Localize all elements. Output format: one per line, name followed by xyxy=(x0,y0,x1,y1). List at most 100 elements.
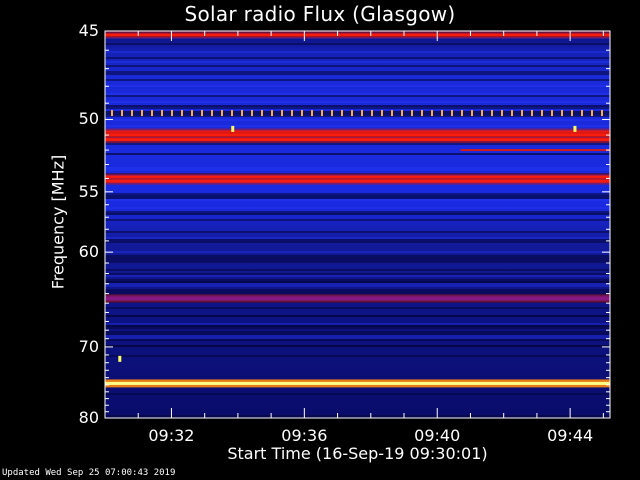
noise-stripe xyxy=(105,237,610,239)
x-tick-label: 09:44 xyxy=(547,426,594,445)
noise-stripe xyxy=(105,239,610,241)
band-dot xyxy=(571,110,573,117)
band-dot xyxy=(591,110,593,117)
noise-stripe xyxy=(105,281,610,283)
chart-title: Solar radio Flux (Glasgow) xyxy=(184,2,456,26)
noise-stripe xyxy=(105,335,610,337)
noise-stripe xyxy=(105,95,610,97)
x-tick-label: 09:40 xyxy=(414,426,461,445)
burst-speck xyxy=(118,355,122,362)
noise-stripe xyxy=(105,325,610,327)
noise-stripe xyxy=(105,289,610,291)
band-dot xyxy=(271,110,273,117)
noise-stripe xyxy=(105,211,610,213)
noise-stripe xyxy=(105,273,610,275)
noise-stripe xyxy=(105,153,610,155)
noise-stripe xyxy=(105,167,610,169)
band-dot xyxy=(371,110,373,117)
noise-stripe xyxy=(105,101,610,103)
noise-stripe xyxy=(105,269,610,271)
band-dot xyxy=(321,110,323,117)
noise-stripe xyxy=(105,293,610,295)
band-74.8 xyxy=(105,381,610,385)
y-tick-label: 70 xyxy=(78,336,99,356)
band-dot xyxy=(311,110,313,117)
band-layer xyxy=(105,31,610,388)
band-dot xyxy=(461,110,463,117)
noise-stripe xyxy=(105,193,610,195)
band-dot xyxy=(441,110,443,117)
band-dot xyxy=(251,110,253,117)
noise-stripe xyxy=(105,213,610,215)
burst-speck xyxy=(231,125,235,132)
band-dot xyxy=(501,110,503,117)
noise-stripe xyxy=(105,307,610,309)
noise-stripe xyxy=(105,195,610,197)
band-dot xyxy=(181,110,183,117)
noise-stripe xyxy=(105,315,610,317)
band-dot xyxy=(111,110,113,117)
band-51.3 xyxy=(105,138,610,142)
band-dot xyxy=(281,110,283,117)
noise-stripe xyxy=(105,113,610,115)
noise-stripe xyxy=(105,393,610,395)
noise-stripe xyxy=(105,415,610,417)
noise-stripe xyxy=(105,337,610,339)
noise-stripe xyxy=(105,331,610,333)
band-54.2 xyxy=(105,179,610,183)
y-tick-label: 50 xyxy=(78,109,99,129)
band-dot xyxy=(551,110,553,117)
band-dot xyxy=(141,110,143,117)
band-dot xyxy=(201,110,203,117)
noise-stripe xyxy=(105,143,610,145)
tick-layer xyxy=(104,30,610,419)
band-dot xyxy=(211,110,213,117)
noise-stripe xyxy=(105,285,610,287)
noise-stripe xyxy=(105,207,610,209)
band-51 xyxy=(105,133,610,137)
noise-stripe xyxy=(105,125,610,127)
band-dot xyxy=(331,110,333,117)
noise-stripe xyxy=(105,259,610,261)
noise-stripe xyxy=(105,51,610,53)
band-dot xyxy=(471,110,473,117)
heatmap-background xyxy=(105,31,610,418)
y-tick-label: 45 xyxy=(78,21,99,40)
noise-stripe xyxy=(105,169,610,171)
band-45.2 xyxy=(105,33,610,37)
noise-stripe xyxy=(105,241,610,243)
noise-stripe xyxy=(105,251,610,253)
noise-stripe xyxy=(105,333,610,335)
band-dot xyxy=(291,110,293,117)
band-53.9 xyxy=(105,175,610,179)
band-dot xyxy=(151,110,153,117)
y-tick-label: 60 xyxy=(78,242,99,262)
noise-stripe xyxy=(105,219,610,221)
band-dot xyxy=(341,110,343,117)
band-dot xyxy=(581,110,583,117)
updated-timestamp: Updated Wed Sep 25 07:00:43 2019 xyxy=(2,468,176,478)
y-tick-label: 55 xyxy=(78,181,99,201)
noise-stripe xyxy=(105,345,610,347)
band-dot xyxy=(261,110,263,117)
band-dot xyxy=(401,110,403,117)
band-64.5 xyxy=(105,296,610,301)
noise-stripe xyxy=(105,339,610,341)
noise-stripe xyxy=(105,73,610,75)
heatmap-layer xyxy=(105,31,610,419)
band-dot xyxy=(391,110,393,117)
y-tick-label: 80 xyxy=(78,408,99,427)
band-dot xyxy=(241,110,243,117)
noise-stripe xyxy=(105,107,610,109)
band-dot xyxy=(521,110,523,117)
noise-stripe xyxy=(105,61,610,63)
noise-stripe xyxy=(105,283,610,285)
band-dot xyxy=(361,110,363,117)
noise-stripe xyxy=(105,57,610,59)
burst-speck xyxy=(573,125,577,132)
noise-stripe xyxy=(105,291,610,293)
band-dot xyxy=(161,110,163,117)
band-dot xyxy=(601,110,603,117)
noise-stripe xyxy=(105,105,610,107)
